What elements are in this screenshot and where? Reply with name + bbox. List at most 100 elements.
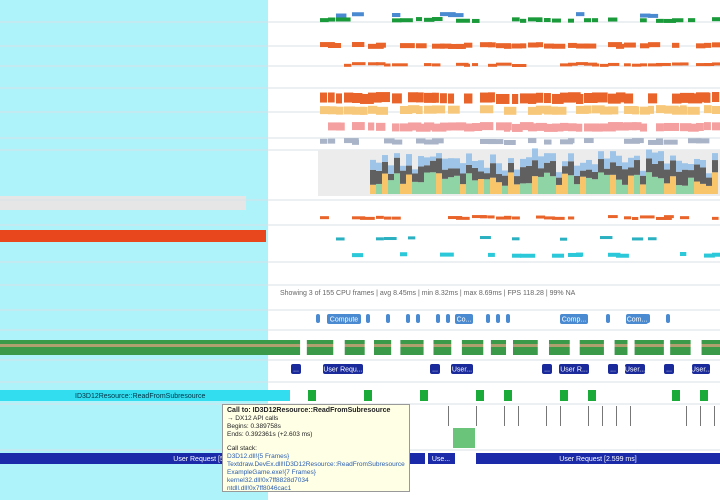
activity-bar <box>680 216 690 220</box>
activity-bar <box>560 139 573 145</box>
graph-seg <box>652 176 658 194</box>
activity-bar <box>472 215 487 219</box>
activity-bar <box>336 13 347 18</box>
activity-bar <box>672 93 682 104</box>
activity-bar <box>704 92 711 103</box>
graph-seg <box>382 173 388 194</box>
activity-bar <box>672 18 684 23</box>
activity-bar <box>504 215 512 219</box>
activity-bar <box>464 42 473 48</box>
activity-bar <box>376 92 390 103</box>
graph-seg <box>442 169 448 179</box>
graph-seg <box>460 184 466 194</box>
graph-seg <box>502 170 508 176</box>
chip <box>291 364 301 374</box>
activity-bar <box>424 105 437 114</box>
graph-seg <box>472 167 478 181</box>
graph-seg <box>460 163 466 174</box>
chip-label: ... <box>544 366 550 373</box>
graph-seg <box>682 169 688 186</box>
event-tick <box>518 406 519 426</box>
activity-bar <box>536 105 552 114</box>
chip <box>664 364 674 374</box>
activity-bar <box>520 253 536 258</box>
activity-bar <box>632 216 639 220</box>
graph-seg <box>688 164 694 171</box>
activity-bar <box>544 18 551 23</box>
graph-seg <box>544 153 550 163</box>
activity-bar <box>696 63 711 67</box>
activity-bar <box>632 63 642 67</box>
graph-seg <box>706 173 712 178</box>
activity-bar <box>664 18 677 23</box>
graph-seg <box>502 185 508 194</box>
graph-seg <box>394 153 400 158</box>
graph-seg <box>478 160 484 172</box>
activity-bar <box>576 252 584 257</box>
graph-seg <box>580 176 586 194</box>
activity-bar <box>472 63 479 67</box>
activity-bar <box>512 237 520 241</box>
activity-bar <box>352 139 360 145</box>
activity-bar <box>504 43 512 49</box>
graph-seg <box>376 162 382 171</box>
activity-bar <box>440 93 447 104</box>
graph-seg <box>418 166 424 183</box>
activity-bar <box>552 253 565 258</box>
graph-seg <box>400 183 406 194</box>
activity-bar <box>608 252 621 257</box>
activity-bar <box>664 122 680 131</box>
chip <box>430 364 440 374</box>
activity-bar <box>632 106 640 115</box>
activity-bar <box>376 106 389 115</box>
activity-bar <box>656 123 664 132</box>
activity-bar <box>376 237 384 241</box>
activity-bar <box>528 93 537 104</box>
activity-bar <box>536 215 546 219</box>
graph-seg <box>550 176 556 194</box>
graph-seg <box>628 167 634 176</box>
frame-gap <box>537 338 549 358</box>
activity-bar <box>328 92 335 103</box>
graph-seg <box>604 158 610 169</box>
activity-bar <box>328 106 337 115</box>
event-bar <box>364 390 372 401</box>
graph-seg <box>622 169 628 185</box>
activity-bar <box>520 93 536 104</box>
graph-seg <box>646 172 652 194</box>
graph-seg <box>580 170 586 177</box>
activity-bar <box>672 42 680 48</box>
graph-seg <box>592 164 598 172</box>
activity-bar <box>712 92 720 103</box>
activity-bar <box>400 18 413 23</box>
activity-bar <box>584 138 594 144</box>
graph-seg <box>448 168 454 178</box>
graph-seg <box>658 178 664 194</box>
graph-seg <box>520 158 526 168</box>
activity-bar <box>680 123 692 132</box>
activity-bar <box>416 106 423 115</box>
activity-bar <box>568 252 583 257</box>
activity-bar <box>560 122 569 131</box>
activity-bar <box>512 216 520 220</box>
chip-label: ... <box>432 366 438 373</box>
graph-seg <box>628 157 634 168</box>
event-bar <box>672 390 680 401</box>
graph-seg <box>640 175 646 185</box>
activity-bar <box>432 92 439 103</box>
graph-seg <box>652 152 658 164</box>
graph-seg <box>370 169 376 185</box>
activity-bar <box>544 43 554 49</box>
activity-bar <box>528 42 539 48</box>
marker <box>666 314 670 323</box>
activity-bar <box>456 18 470 23</box>
chip <box>323 364 363 374</box>
frame-status: Showing 3 of 155 CPU frames | avg 8.45ms… <box>280 290 576 297</box>
activity-bar <box>368 62 379 66</box>
activity-bar <box>688 18 696 23</box>
activity-bar <box>352 93 363 104</box>
activity-bar <box>648 42 661 48</box>
activity-bar <box>488 63 498 67</box>
graph-seg <box>640 184 646 194</box>
